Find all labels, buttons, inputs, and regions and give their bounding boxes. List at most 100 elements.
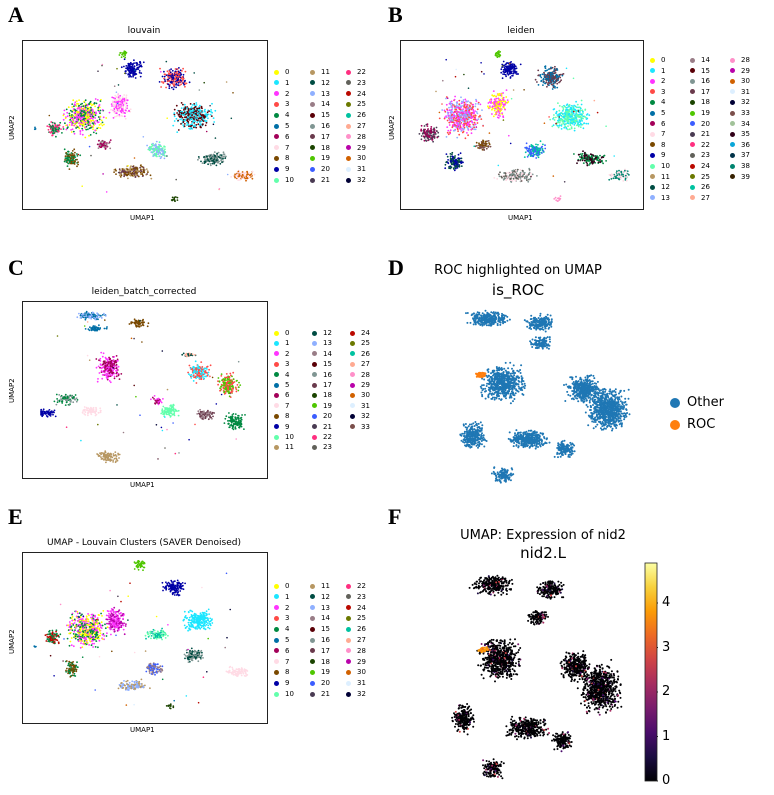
data-point	[207, 154, 210, 157]
point-cluster	[113, 164, 153, 180]
legend-marker	[650, 89, 655, 95]
legend-item: 31	[730, 88, 750, 96]
data-point	[545, 81, 548, 84]
data-point	[556, 124, 559, 127]
data-point	[129, 69, 132, 71]
plot-title: louvain	[127, 26, 161, 36]
legend-item: 19	[690, 109, 710, 117]
data-point	[80, 118, 82, 121]
data-point	[216, 152, 219, 155]
legend-marker	[310, 112, 315, 118]
data-point	[114, 104, 117, 106]
data-point	[120, 56, 123, 59]
data-point	[64, 117, 67, 120]
data-point	[238, 179, 241, 181]
data-point	[506, 72, 509, 75]
data-point	[451, 106, 454, 108]
data-point	[248, 171, 250, 174]
data-point	[126, 170, 128, 172]
data-point	[85, 122, 88, 124]
data-point	[212, 156, 214, 159]
data-point	[584, 155, 586, 158]
data-point	[541, 148, 544, 150]
data-point	[117, 104, 120, 106]
data-point	[51, 128, 54, 131]
data-point	[450, 160, 453, 162]
legend-item: 33	[730, 109, 750, 117]
legend-marker	[274, 91, 279, 97]
legend-marker	[650, 68, 655, 74]
data-point	[135, 174, 138, 176]
data-point	[441, 109, 444, 111]
legend-label: 23	[357, 78, 366, 87]
point-cluster	[118, 50, 128, 59]
data-point	[561, 110, 564, 112]
data-point	[72, 108, 75, 110]
data-point	[497, 102, 500, 104]
data-point	[517, 73, 519, 75]
point-cluster	[96, 139, 112, 150]
data-point	[562, 73, 565, 75]
data-point	[66, 111, 69, 114]
data-point	[121, 102, 124, 104]
data-point	[490, 102, 492, 104]
data-point	[92, 110, 94, 113]
data-point	[474, 103, 477, 105]
legend-marker	[690, 174, 695, 180]
legend-label: 0	[285, 68, 290, 76]
data-point	[426, 137, 429, 139]
data-point	[429, 130, 432, 133]
data-point	[446, 126, 449, 128]
data-point	[173, 198, 176, 201]
data-point	[117, 106, 119, 108]
legend-item: 17	[690, 88, 710, 96]
legend-marker	[730, 152, 735, 158]
data-point	[556, 69, 559, 71]
data-point	[71, 150, 74, 152]
data-point	[482, 140, 485, 143]
data-point	[467, 127, 469, 130]
data-point	[580, 154, 583, 157]
legend-marker	[690, 99, 695, 105]
data-point	[495, 97, 498, 100]
data-point	[118, 107, 120, 110]
legend-label: 26	[701, 183, 710, 192]
legend-item: 19	[310, 154, 330, 162]
data-point	[175, 86, 178, 89]
data-point	[109, 147, 112, 150]
data-point	[504, 63, 507, 66]
data-point	[74, 121, 77, 123]
data-point	[462, 118, 465, 121]
data-point	[475, 126, 478, 128]
data-point	[445, 103, 448, 106]
data-point	[445, 161, 448, 164]
data-point	[86, 123, 89, 126]
data-point	[146, 170, 149, 172]
data-point	[86, 107, 89, 110]
data-point	[145, 168, 148, 170]
data-point	[523, 171, 526, 174]
legend-marker	[690, 121, 695, 127]
data-point	[504, 172, 507, 175]
data-point	[126, 99, 129, 102]
data-point	[175, 83, 178, 86]
data-point	[89, 119, 92, 121]
data-point	[50, 128, 52, 131]
data-point	[461, 101, 464, 104]
data-point	[219, 162, 222, 165]
data-point	[429, 133, 432, 135]
legend-marker	[730, 163, 735, 169]
legend-label: 35	[741, 130, 750, 139]
data-point	[160, 145, 163, 148]
legend-item: 1	[274, 79, 289, 87]
data-point	[92, 113, 95, 115]
data-point	[177, 129, 180, 131]
data-point	[489, 145, 492, 148]
data-point	[448, 106, 450, 109]
data-point	[147, 148, 150, 151]
data-point	[582, 157, 585, 160]
legend-label: 32	[357, 176, 366, 184]
data-point	[467, 134, 469, 137]
data-point	[465, 107, 468, 110]
data-point	[120, 109, 123, 112]
